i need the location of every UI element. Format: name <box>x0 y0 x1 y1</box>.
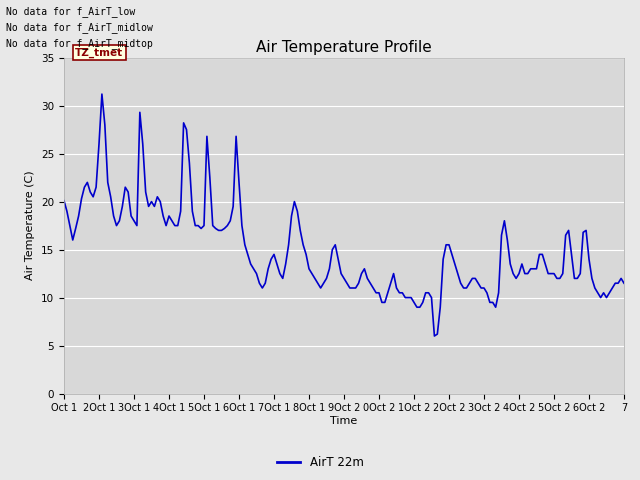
Text: No data for f_AirT_midlow: No data for f_AirT_midlow <box>6 22 153 33</box>
Text: No data for f_AirT_low: No data for f_AirT_low <box>6 6 136 17</box>
X-axis label: Time: Time <box>330 416 358 426</box>
Title: Air Temperature Profile: Air Temperature Profile <box>256 40 432 55</box>
Text: No data for f_AirT_midtop: No data for f_AirT_midtop <box>6 37 153 48</box>
Y-axis label: Air Temperature (C): Air Temperature (C) <box>26 171 35 280</box>
Text: TZ_tmet: TZ_tmet <box>76 48 124 58</box>
Legend: AirT 22m: AirT 22m <box>272 452 368 474</box>
